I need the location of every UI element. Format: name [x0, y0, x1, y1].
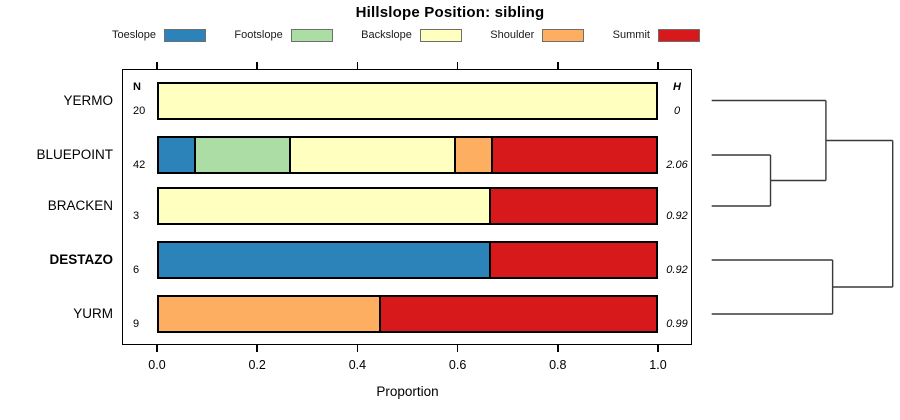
axis-tick-top [456, 62, 459, 69]
bar-segment-summit [489, 189, 656, 223]
legend-item: Summit [612, 28, 700, 42]
n-column-header: N [133, 81, 141, 93]
x-tick-label: 0.8 [549, 358, 567, 372]
h-value: 0.99 [666, 318, 688, 330]
bar-segment-summit [378, 297, 656, 331]
legend-item: Shoulder [490, 28, 585, 42]
bar-segment-backslope [289, 138, 455, 172]
stacked-bar [157, 187, 658, 225]
bar-segment-shoulder [454, 138, 491, 172]
h-value: 0.92 [666, 264, 688, 276]
legend-label: Summit [612, 29, 650, 41]
stacked-bar [157, 136, 658, 174]
legend-swatch [164, 28, 207, 42]
stacked-bar [157, 295, 658, 333]
legend-label: Backslope [361, 29, 412, 41]
legend-item: Toeslope [112, 28, 207, 42]
legend-label: Toeslope [112, 29, 157, 41]
row-label: BLUEPOINT [36, 147, 113, 162]
bar-segment-footslope [193, 138, 290, 172]
bar-segment-shoulder [159, 297, 379, 331]
x-tick-label: 0.2 [248, 358, 266, 372]
n-value: 6 [133, 264, 140, 276]
legend-label: Shoulder [490, 29, 535, 41]
n-value: 42 [133, 159, 146, 171]
bar-segment-toeslope [159, 243, 490, 277]
h-value: 0 [673, 105, 681, 117]
h-value: 0.92 [666, 210, 688, 222]
axis-tick-bottom [657, 345, 659, 352]
plot-title: Hillslope Position: sibling [355, 4, 545, 21]
legend-item: Backslope [361, 28, 462, 42]
legend-label: Footslope [234, 29, 283, 41]
axis-tick-bottom [256, 345, 258, 352]
legend-swatch [657, 28, 700, 42]
axis-tick-top [356, 62, 359, 69]
row-label: YURM [73, 306, 113, 321]
axis-tick-top [156, 62, 158, 69]
legend-item: Footslope [234, 28, 333, 42]
cluster-dendrogram [711, 99, 894, 315]
n-value: 3 [133, 210, 140, 222]
bar-segment-summit [489, 243, 656, 277]
axis-tick-top [256, 62, 258, 69]
axis-tick-bottom [156, 345, 158, 352]
bar-segment-backslope [159, 84, 656, 118]
bar-segment-backslope [159, 189, 490, 223]
stacked-bar [157, 241, 658, 279]
axis-tick-top [557, 62, 559, 69]
x-tick-label: 1.0 [649, 358, 667, 372]
legend-swatch [290, 28, 333, 42]
x-tick-label: 0.4 [348, 358, 367, 372]
n-value: 20 [133, 105, 146, 117]
x-tick-label: 0.0 [148, 358, 166, 372]
row-label: YERMO [63, 93, 113, 108]
x-tick-label: 0.6 [448, 358, 467, 372]
bar-segment-toeslope [159, 138, 194, 172]
n-value: 9 [133, 318, 140, 330]
h-value: 2.06 [666, 159, 688, 171]
axis-tick-top [657, 62, 659, 69]
legend: Toeslope Footslope Backslope Shoulder Summit [112, 27, 700, 43]
axis-tick-bottom [356, 345, 359, 352]
legend-swatch [542, 28, 585, 42]
row-label: BRACKEN [47, 198, 113, 213]
axis-tick-bottom [456, 345, 459, 352]
row-label: DESTAZO [49, 252, 114, 267]
x-axis-title: Proportion [376, 384, 439, 399]
h-column-header: H [673, 81, 681, 93]
stacked-bar [157, 82, 658, 120]
axis-tick-bottom [557, 345, 559, 352]
bar-segment-summit [490, 138, 656, 172]
legend-swatch [419, 28, 462, 42]
